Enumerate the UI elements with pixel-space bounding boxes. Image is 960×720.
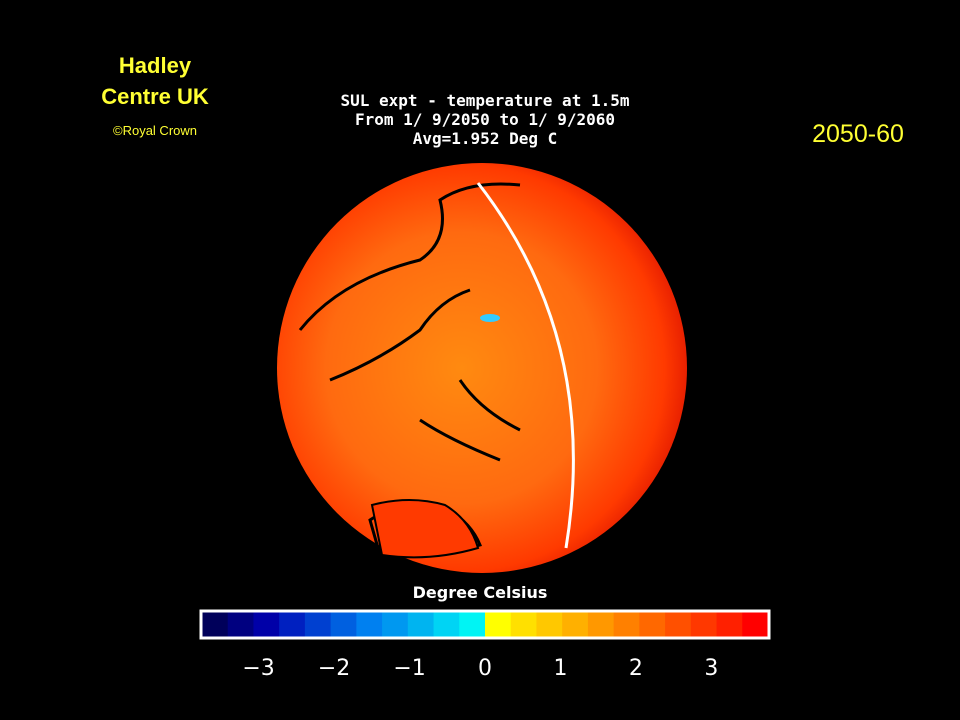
colorbar-tick-label: 1 bbox=[553, 656, 567, 681]
org-title: Hadley bbox=[119, 53, 192, 78]
globe bbox=[277, 163, 687, 573]
colorbar-segment bbox=[253, 612, 280, 637]
period: 2050-60 bbox=[812, 120, 904, 148]
colorbar-tick-label: 3 bbox=[704, 656, 718, 681]
colorbar-segment bbox=[665, 612, 692, 637]
colorbar-segment bbox=[742, 612, 769, 637]
org-title: Centre UK bbox=[101, 84, 209, 109]
colorbar-segment bbox=[587, 612, 615, 637]
colorbar-segment bbox=[485, 612, 512, 637]
colorbar-segment bbox=[382, 612, 409, 637]
map-title: Avg=1.952 Deg C bbox=[413, 129, 558, 148]
colorbar-border bbox=[199, 609, 771, 640]
credit: ©Royal Crown bbox=[113, 123, 197, 138]
colorbar-segment bbox=[639, 612, 666, 637]
colorbar-segment bbox=[562, 612, 589, 637]
map-title: From 1/ 9/2050 to 1/ 9/2060 bbox=[355, 110, 615, 129]
colorbar-tick-label: 0 bbox=[478, 656, 492, 681]
colorbar-segment bbox=[227, 612, 254, 637]
colorbar-segment bbox=[279, 612, 306, 637]
colorbar-segment bbox=[304, 612, 332, 637]
colorbar-segment bbox=[613, 612, 640, 637]
colorbar-segment bbox=[510, 612, 537, 637]
colorbar-segment bbox=[407, 612, 435, 637]
colorbar-tick-label: −2 bbox=[318, 656, 350, 681]
colorbar-tick-label: −3 bbox=[242, 656, 274, 681]
colorbar-segment bbox=[330, 612, 357, 637]
colorbar-tick-label: 2 bbox=[629, 656, 643, 681]
colorbar-tick-label: −1 bbox=[393, 656, 425, 681]
colorbar-segment bbox=[202, 612, 229, 637]
colorbar-label: Degree Celsius bbox=[413, 583, 548, 602]
map-title: SUL expt - temperature at 1.5m bbox=[341, 91, 630, 110]
colorbar-segment bbox=[690, 612, 718, 637]
colorbar-segment bbox=[356, 612, 383, 637]
colorbar-segment bbox=[536, 612, 563, 637]
colorbar-segment bbox=[433, 612, 460, 637]
colorbar-segment bbox=[716, 612, 743, 637]
colorbar-segment bbox=[459, 612, 486, 637]
